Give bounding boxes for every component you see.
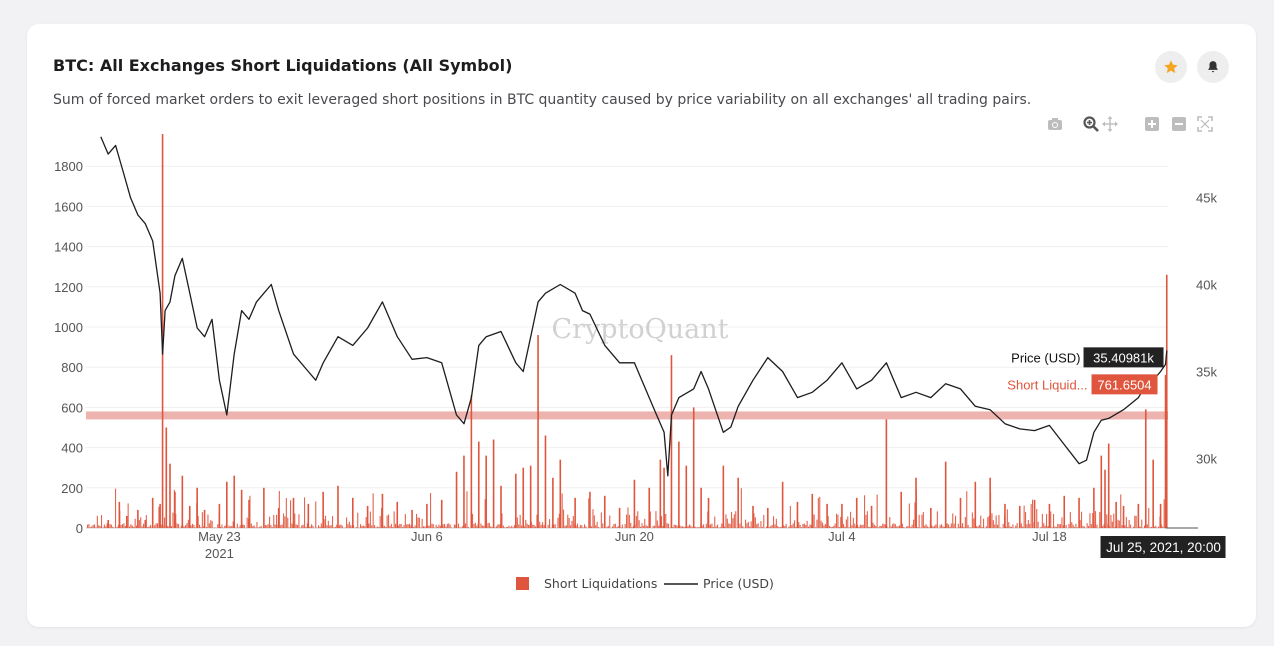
camera-icon[interactable]	[1046, 115, 1064, 133]
alert-button[interactable]	[1197, 51, 1229, 83]
zoom-in-icon[interactable]	[1143, 115, 1161, 133]
star-icon	[1164, 60, 1178, 74]
zoom-out-icon[interactable]	[1170, 115, 1188, 133]
pan-icon[interactable]	[1101, 115, 1119, 133]
chart-title: BTC: All Exchanges Short Liquidations (A…	[53, 56, 513, 75]
chart-card	[27, 24, 1256, 627]
chart-subtitle: Sum of forced market orders to exit leve…	[53, 92, 1032, 108]
favorite-button[interactable]	[1155, 51, 1187, 83]
bell-icon	[1208, 61, 1218, 73]
autoscale-icon[interactable]	[1196, 115, 1214, 133]
zoom-icon[interactable]	[1082, 115, 1100, 133]
